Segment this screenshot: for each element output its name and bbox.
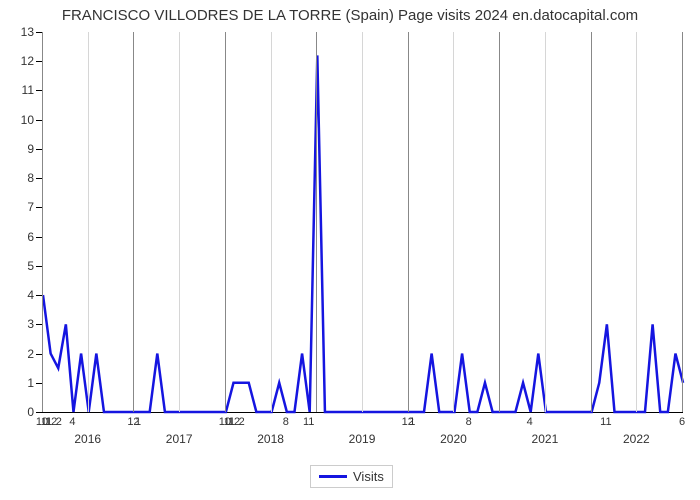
x-year-label: 2020 bbox=[440, 432, 467, 446]
gridline-major bbox=[316, 32, 317, 412]
y-tick-label: 4 bbox=[14, 288, 34, 302]
visits-line bbox=[43, 55, 683, 412]
y-tick-label: 11 bbox=[14, 83, 34, 97]
gridline-minor bbox=[636, 32, 637, 412]
gridline-major bbox=[225, 32, 226, 412]
x-year-label: 2016 bbox=[74, 432, 101, 446]
gridline-minor bbox=[88, 32, 89, 412]
x-year-label: 2018 bbox=[257, 432, 284, 446]
x-month-label: 8 bbox=[466, 416, 472, 428]
gridline-major bbox=[408, 32, 409, 412]
x-month-label: 4 bbox=[527, 416, 533, 428]
y-tick-label: 8 bbox=[14, 171, 34, 185]
x-year-label: 2021 bbox=[532, 432, 559, 446]
y-tick-label: 3 bbox=[14, 317, 34, 331]
gridline-minor bbox=[453, 32, 454, 412]
y-tick-label: 0 bbox=[14, 405, 34, 419]
x-year-label: 2017 bbox=[166, 432, 193, 446]
x-month-label: 4 bbox=[69, 416, 75, 428]
y-tick-label: 12 bbox=[14, 54, 34, 68]
legend: Visits bbox=[310, 465, 393, 488]
x-year-label: 2019 bbox=[349, 432, 376, 446]
y-tick-label: 7 bbox=[14, 200, 34, 214]
gridline-major bbox=[682, 32, 683, 412]
x-year-label: 2022 bbox=[623, 432, 650, 446]
gridline-major bbox=[499, 32, 500, 412]
gridline-minor bbox=[179, 32, 180, 412]
y-tick-label: 5 bbox=[14, 259, 34, 273]
y-tick-label: 9 bbox=[14, 142, 34, 156]
x-month-label: 11 bbox=[303, 416, 314, 428]
gridline-major bbox=[42, 32, 43, 412]
gridline-minor bbox=[545, 32, 546, 412]
x-month-label: 1 bbox=[135, 416, 141, 428]
x-month-label: 8 bbox=[283, 416, 289, 428]
gridline-minor bbox=[271, 32, 272, 412]
gridline-minor bbox=[362, 32, 363, 412]
x-month-label: 2 bbox=[239, 416, 245, 428]
y-tick-label: 6 bbox=[14, 230, 34, 244]
legend-label: Visits bbox=[353, 469, 384, 484]
legend-line-swatch bbox=[319, 475, 347, 478]
chart-container: FRANCISCO VILLODRES DE LA TORRE (Spain) … bbox=[0, 0, 700, 500]
chart-title: FRANCISCO VILLODRES DE LA TORRE (Spain) … bbox=[0, 7, 700, 24]
x-month-label: 11 bbox=[600, 416, 611, 428]
y-tick bbox=[36, 412, 42, 413]
y-tick-label: 1 bbox=[14, 376, 34, 390]
y-tick-label: 10 bbox=[14, 113, 34, 127]
y-tick-label: 13 bbox=[14, 25, 34, 39]
gridline-major bbox=[133, 32, 134, 412]
x-month-label: 6 bbox=[679, 416, 685, 428]
x-month-label: 2 bbox=[56, 416, 62, 428]
x-month-label: 1 bbox=[409, 416, 415, 428]
gridline-major bbox=[591, 32, 592, 412]
y-tick-label: 2 bbox=[14, 347, 34, 361]
